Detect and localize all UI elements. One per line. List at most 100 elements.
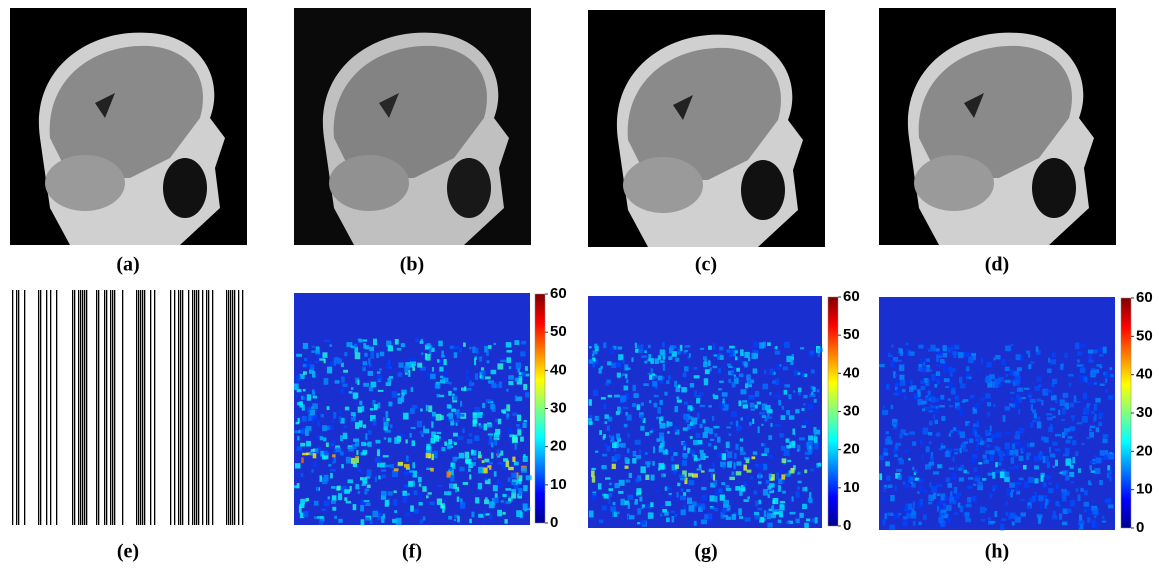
error-spot [521,340,527,345]
error-spot [967,497,972,503]
error-spot [306,452,312,456]
error-spot [618,479,625,486]
error-spot [482,467,488,474]
error-spot [1032,419,1038,423]
error-spot [987,472,994,476]
error-spot [995,462,998,468]
error-spot [968,477,974,480]
error-spot [977,485,984,491]
error-spot [650,474,655,481]
error-spot [879,363,885,368]
error-spot [921,454,925,460]
error-spot [388,376,394,379]
error-spot [1080,363,1085,370]
error-spot [607,394,613,398]
error-spot [688,353,691,358]
error-spot [696,503,701,508]
error-spot [483,510,486,517]
error-spot [674,513,678,517]
error-spot [903,432,909,436]
error-spot [1031,409,1036,414]
error-spot [448,418,454,422]
error-spot [1106,498,1112,504]
error-spot [588,421,593,425]
error-spot [392,499,398,506]
error-spot [1042,482,1047,488]
error-spot [341,485,348,493]
error-spot [1013,465,1020,469]
error-spot [967,486,973,489]
error-spot [817,348,823,352]
error-spot [1018,455,1024,462]
error-spot [949,381,953,389]
error-spot [368,358,371,365]
error-spot [363,500,370,503]
error-spot [1010,343,1014,347]
error-spot [754,514,761,520]
error-spot [919,367,925,373]
error-spot [335,445,340,449]
error-spot [813,436,818,443]
error-spot [920,358,923,364]
error-spot [642,417,646,423]
error-spot [725,516,732,520]
error-spot [788,394,792,400]
error-spot [381,469,387,472]
error-spot [774,350,781,355]
error-spot [1090,470,1096,473]
error-spot [330,472,333,479]
error-spot [788,470,791,475]
error-spot [1027,442,1031,448]
mask-line [142,290,144,525]
error-spot [671,516,675,523]
error-spot [631,357,634,362]
error-spot [625,412,628,416]
error-spot [474,358,477,366]
error-spot [442,505,445,513]
error-spot [652,461,655,466]
error-spot [689,450,696,454]
error-spot [473,457,477,460]
error-spot [397,393,401,396]
error-spot [383,426,388,431]
error-spot [381,490,387,497]
error-spot [1106,472,1110,479]
error-spot [661,473,666,478]
error-spot [893,513,898,521]
error-spot [659,360,665,363]
error-spot [333,411,337,419]
mask-line [192,290,194,525]
error-spot [1029,437,1033,441]
error-spot [781,458,787,464]
error-spot [693,375,700,379]
error-spot [1108,395,1114,400]
error-spot [722,404,728,411]
error-spot [618,490,624,494]
error-spot [953,499,957,505]
error-spot [726,349,730,353]
error-spot [300,472,304,477]
error-spot [729,460,733,464]
error-spot [1001,518,1007,521]
error-spot [953,486,958,494]
error-spot [632,458,637,464]
error-spot [604,421,608,424]
error-spot [652,446,656,454]
error-spot [366,469,372,477]
error-spot [387,359,391,365]
error-spot [810,468,815,472]
error-spot [686,489,691,493]
error-spot [972,380,977,383]
error-spot [985,393,991,399]
error-spot [506,413,510,417]
error-spot [319,475,323,482]
error-spot [938,516,944,524]
error-spot [402,496,408,503]
error-spot [378,475,381,480]
error-spot [426,372,430,377]
error-spot [972,411,978,415]
error-spot [659,349,665,356]
error-spot [967,422,970,427]
error-spot [736,425,742,431]
error-spot [310,368,314,374]
